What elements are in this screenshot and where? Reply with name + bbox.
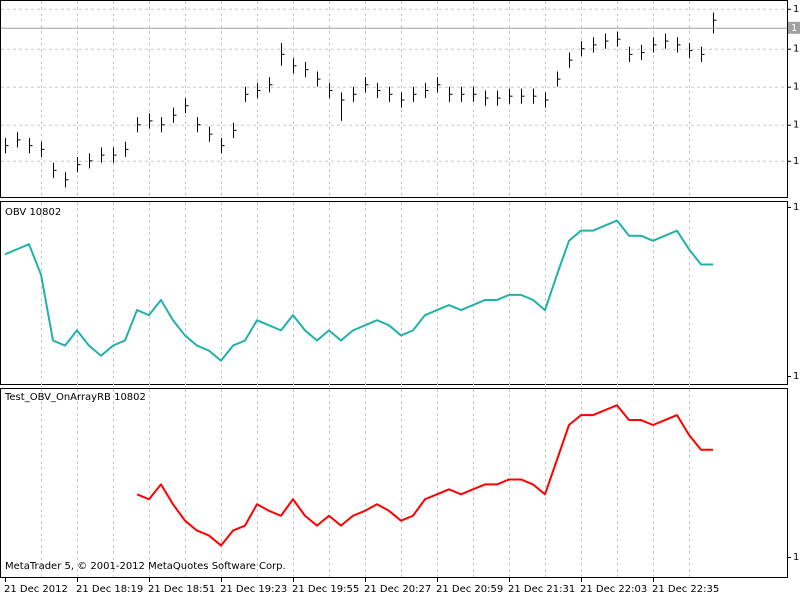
x-tick-label: 21 Dec 18:19	[76, 584, 143, 595]
y-tick-label: 1	[793, 371, 799, 382]
y-tick-label: 1	[793, 4, 799, 15]
indicator-line	[4, 219, 713, 362]
test-pane	[0, 388, 788, 578]
pane-title: Test_OBV_OnArrayRB 10802	[4, 392, 146, 403]
y-tick-label: 1	[793, 552, 799, 563]
pane-title: OBV 10802	[5, 207, 61, 218]
x-tick-label: 21 Dec 18:51	[148, 584, 215, 595]
x-tick-label: 21 Dec 20:27	[364, 584, 431, 595]
marks	[1, 12, 787, 547]
indicator-line	[136, 404, 713, 547]
x-tick-label: 21 Dec 19:55	[292, 584, 359, 595]
y-tick-label: 1	[793, 44, 799, 55]
x-tick-label: 21 Dec 20:59	[436, 584, 503, 595]
obv-pane	[0, 201, 788, 385]
price-box	[788, 21, 800, 34]
y-tick-label: 1	[793, 120, 799, 131]
price-label: 1	[791, 23, 797, 34]
y-tick-label: 1	[793, 82, 799, 93]
x-tick-label: 21 Dec 19:23	[220, 584, 287, 595]
y-tick-label: 1	[793, 202, 799, 213]
price-pane	[0, 0, 788, 198]
y-tick-label: 1	[793, 156, 799, 167]
copyright: MetaTrader 5, © 2001-2012 MetaQuotes Sof…	[5, 561, 286, 572]
x-tick-label: 21 Dec 2012	[4, 584, 68, 595]
x-tick-label: 21 Dec 22:03	[580, 584, 647, 595]
x-tick-label: 21 Dec 21:31	[508, 584, 575, 595]
x-tick-label: 21 Dec 22:35	[652, 584, 719, 595]
